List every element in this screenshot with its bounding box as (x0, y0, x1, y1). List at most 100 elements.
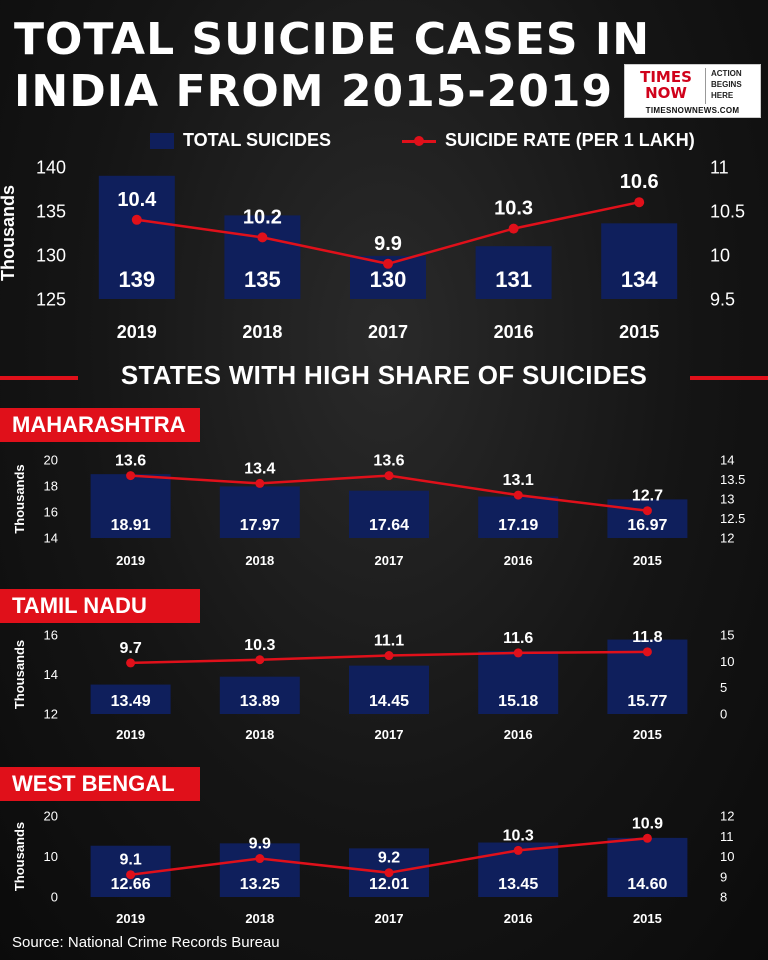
bar-value-label: 14.45 (369, 693, 409, 710)
page-title: TOTAL SUICIDE CASES IN INDIA FROM 2015-2… (14, 14, 651, 118)
bar-value-label: 130 (370, 267, 407, 292)
x-tick-label: 2018 (245, 727, 274, 742)
rate-point-2016 (513, 648, 523, 658)
rate-value-label: 9.9 (374, 233, 402, 255)
rate-point-2018 (255, 655, 265, 665)
x-tick-label: 2017 (375, 553, 404, 568)
bar-value-label: 15.77 (627, 693, 667, 710)
rate-value-label: 10.4 (117, 189, 157, 211)
bar-2016 (475, 246, 552, 299)
rate-value-label: 9.1 (119, 852, 141, 869)
rate-point-2016 (513, 845, 523, 855)
state-label-maharashtra: MAHARASHTRA (0, 408, 200, 442)
rate-value-label: 13.1 (503, 472, 534, 489)
bar-2015 (607, 499, 688, 538)
bar-value-label: 17.97 (240, 517, 280, 534)
x-tick-label: 2016 (494, 322, 534, 342)
y2-tick-label: 15 (720, 628, 734, 643)
rate-point-2015 (642, 647, 652, 657)
rate-value-label: 9.9 (249, 836, 271, 853)
y2-tick-label: 9.5 (710, 289, 735, 309)
y-tick-label: 16 (44, 628, 58, 643)
section-heading: STATES WITH HIGH SHARE OF SUICIDES (120, 360, 648, 390)
bar-2017 (349, 490, 429, 538)
legend-line: SUICIDE RATE (PER 1 LAKH) (402, 130, 695, 151)
legend-line-swatch (402, 135, 436, 146)
bar-value-label: 15.18 (498, 693, 538, 710)
rate-point-2015 (634, 197, 645, 208)
rate-value-label: 13.6 (115, 453, 146, 470)
times-now-logo: TIMES NOW ACTION BEGINS HERE TIMESNOWNEW… (624, 64, 761, 118)
y-tick-label: 12 (44, 707, 58, 722)
rate-value-label: 10.9 (632, 815, 663, 832)
rate-point-2016 (513, 490, 523, 500)
x-tick-label: 2017 (375, 911, 404, 926)
x-tick-label: 2017 (375, 727, 404, 742)
divider-left (0, 376, 78, 380)
rate-point-2019 (126, 658, 136, 668)
y-tick-label: 10 (44, 849, 58, 864)
y2-tick-label: 12 (720, 531, 734, 546)
rate-value-label: 12.7 (632, 488, 663, 505)
legend-bar-swatch (150, 133, 174, 150)
rate-value-label: 13.4 (244, 460, 275, 477)
rate-point-2017 (384, 868, 394, 878)
logo-tag-line-1: ACTION (711, 69, 742, 78)
rate-value-label: 10.6 (620, 171, 659, 193)
rate-point-2019 (126, 471, 136, 481)
y-axis-label: Thousands (12, 640, 27, 709)
rate-point-2017 (384, 471, 394, 481)
y-tick-label: 125 (36, 289, 66, 309)
bar-2017 (349, 665, 429, 714)
x-tick-label: 2015 (633, 727, 662, 742)
x-tick-label: 2017 (368, 322, 408, 342)
rate-point-2015 (642, 833, 652, 843)
x-tick-label: 2015 (633, 553, 662, 568)
logo-brand: TIMES NOW (629, 69, 703, 103)
bar-value-label: 13.25 (240, 876, 280, 893)
bar-value-label: 13.89 (240, 693, 280, 710)
bar-value-label: 12.66 (111, 876, 151, 893)
y2-tick-label: 10 (710, 245, 730, 265)
y-tick-label: 20 (44, 453, 58, 468)
rate-point-2016 (508, 223, 519, 234)
bar-2015 (607, 837, 688, 897)
chart-west-bengal: 0 10 20 8 9 10 11 12 Thousands 12.66 13.25 12.01 13.… (12, 809, 734, 926)
x-tick-label: 2018 (242, 322, 282, 342)
rate-value-label: 11.6 (503, 630, 533, 647)
title-line-1: TOTAL SUICIDE CASES IN (14, 14, 651, 65)
bar-2018 (224, 215, 301, 299)
logo-brand-line-1: TIMES (640, 68, 692, 86)
x-tick-label: 2019 (116, 553, 145, 568)
y-tick-label: 20 (44, 809, 58, 824)
x-tick-label: 2016 (504, 911, 533, 926)
chart-tamil-nadu: 12 14 16 0 5 10 15 Thousands 13.49 13.89 14.45 15.1… (12, 628, 734, 742)
x-tick-label: 2018 (245, 553, 274, 568)
bar-2019 (90, 684, 171, 714)
rate-point-2018 (255, 854, 265, 864)
logo-tagline: ACTION BEGINS HERE (705, 68, 759, 104)
x-tick-label: 2019 (116, 911, 145, 926)
legend-line-label: SUICIDE RATE (PER 1 LAKH) (445, 130, 695, 150)
y-tick-label: 14 (44, 531, 58, 546)
bar-2018 (219, 486, 300, 538)
state-label-tamil-nadu: TAMIL NADU (0, 589, 200, 623)
chart-india: 125 130 135 140 9.5 10 10.5 11 Thousands 139 135 13… (0, 157, 745, 342)
y-tick-label: 0 (51, 890, 58, 905)
y2-tick-label: 14 (720, 453, 734, 468)
bar-value-label: 134 (621, 267, 658, 292)
bar-2018 (219, 676, 300, 714)
state-label-west-bengal: WEST BENGAL (0, 767, 200, 801)
rate-value-label: 11.1 (374, 633, 404, 650)
y-tick-label: 18 (44, 479, 58, 494)
y-tick-label: 14 (44, 667, 58, 682)
logo-url: TIMESNOWNEWS.COM (645, 106, 740, 115)
y2-tick-label: 11 (710, 157, 729, 177)
rate-point-2019 (126, 870, 136, 880)
y2-tick-label: 11 (720, 829, 734, 844)
rate-point-2015 (642, 506, 652, 516)
bar-value-label: 17.64 (369, 517, 409, 534)
bar-2015 (601, 223, 678, 299)
rate-value-label: 10.2 (243, 206, 282, 228)
y2-tick-label: 12 (720, 809, 734, 824)
